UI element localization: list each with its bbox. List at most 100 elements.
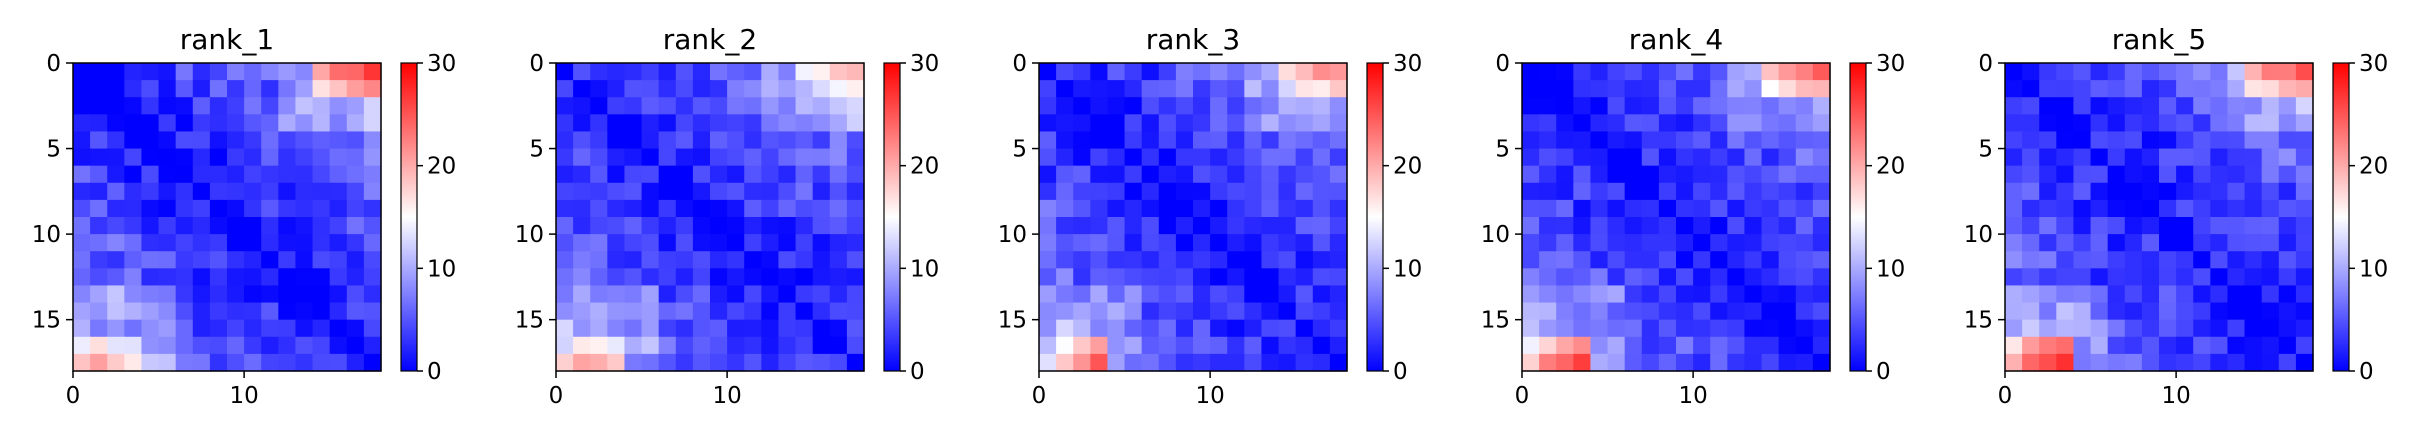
heatmap-cell [2210, 97, 2229, 115]
heatmap-cell [829, 97, 848, 115]
heatmap-cell [641, 131, 660, 150]
heatmap-cell [1175, 80, 1194, 98]
heatmap-cell [312, 234, 331, 252]
heatmap-cell [73, 302, 91, 321]
heatmap-cell [261, 165, 279, 184]
heatmap-cell [1175, 131, 1194, 150]
heatmap-cell [556, 165, 574, 184]
heatmap-cell [675, 353, 694, 372]
heatmap-cell [556, 199, 574, 218]
heatmap-cell [1522, 199, 1540, 218]
heatmap-cell [2176, 285, 2194, 304]
heatmap-cell [778, 302, 797, 321]
heatmap-cell [1278, 97, 1297, 115]
heatmap-cell [2022, 268, 2040, 287]
heatmap-cell [175, 199, 194, 218]
heatmap-cell [1710, 217, 1728, 235]
heatmap-cell [1056, 182, 1074, 201]
heatmap-cell [2295, 148, 2314, 167]
heatmap-cell [744, 336, 762, 355]
heatmap-cell [2159, 80, 2177, 98]
heatmap-cell [1624, 251, 1643, 269]
heatmap-cell [2124, 80, 2143, 98]
heatmap-cell [1210, 302, 1228, 321]
heatmap-cell [1573, 131, 1592, 150]
heatmap-cell [1607, 63, 1626, 81]
y-tick-label: 5 [529, 137, 544, 163]
heatmap-cell [2073, 148, 2092, 167]
heatmap-cell [141, 217, 160, 235]
heatmap-cell [295, 217, 314, 235]
heatmap-cell [2193, 268, 2211, 287]
heatmap-cell [556, 251, 574, 269]
heatmap-cell [363, 80, 382, 98]
heatmap-cell [829, 182, 848, 201]
heatmap-cell [2005, 251, 2023, 269]
heatmap-cell [1039, 251, 1057, 269]
heatmap-cell [2124, 217, 2143, 235]
x-tick-label: 0 [1032, 383, 1047, 409]
heatmap-cell [1329, 165, 1348, 184]
heatmap-cell [2039, 114, 2057, 133]
heatmap-cell [624, 148, 643, 167]
heatmap-cell [1158, 114, 1177, 133]
heatmap-cell [158, 199, 177, 218]
heatmap-cell [1175, 63, 1194, 81]
heatmap-cell [2039, 63, 2057, 81]
heatmap-cell [1778, 336, 1797, 355]
heatmap-cell [1107, 165, 1126, 184]
heatmap-cell [1295, 165, 1314, 184]
heatmap-cell [1727, 302, 1746, 321]
heatmap-cell [1278, 114, 1297, 133]
heatmap-cell [2107, 97, 2126, 115]
heatmap-cell [573, 302, 591, 321]
heatmap-cell [710, 234, 728, 252]
colorbar [883, 62, 901, 372]
heatmap-cell [1329, 268, 1348, 287]
heatmap-cell [590, 251, 608, 269]
heatmap-cell [1193, 336, 1211, 355]
heatmap-cell [761, 97, 780, 115]
heatmap-cell [1590, 80, 1609, 98]
heatmap-cell [1693, 319, 1711, 338]
heatmap-cell [761, 114, 780, 133]
heatmap-cell [209, 234, 228, 252]
heatmap-cell [192, 80, 211, 98]
heatmap-cell [2124, 234, 2143, 252]
heatmap-cell [278, 319, 297, 338]
heatmap-cell [261, 268, 279, 287]
heatmap-cell [2210, 165, 2229, 184]
heatmap-cell [1710, 268, 1728, 287]
heatmap-cell [1107, 285, 1126, 304]
heatmap-cell [158, 63, 177, 81]
heatmap-cell [2278, 63, 2297, 81]
heatmap-cell [812, 285, 831, 304]
heatmap-cell [1744, 251, 1763, 269]
heatmap-cell [1329, 319, 1348, 338]
heatmap-cell [2107, 63, 2126, 81]
heatmap-cell [261, 131, 279, 150]
heatmap-cell [624, 285, 643, 304]
heatmap-cell [158, 353, 177, 372]
heatmap-cell [192, 63, 211, 81]
heatmap-cell [1073, 319, 1091, 338]
heatmap-cell [90, 251, 108, 269]
heatmap-cell [1141, 97, 1160, 115]
heatmap-cell [1539, 97, 1557, 115]
heatmap-cell [2039, 182, 2057, 201]
heatmap-cell [1158, 148, 1177, 167]
heatmap-cell [192, 302, 211, 321]
heatmap-cell [2107, 336, 2126, 355]
heatmap-cell [590, 63, 608, 81]
heatmap-cell [1090, 217, 1109, 235]
heatmap-cell [2295, 80, 2314, 98]
heatmap-cell [829, 285, 848, 304]
heatmap-cell [2107, 251, 2126, 269]
heatmap-cell [1124, 182, 1143, 201]
heatmap-cell [846, 217, 865, 235]
heatmap-cell [727, 285, 745, 304]
heatmap-cell [1539, 285, 1557, 304]
heatmap-cell [2090, 234, 2109, 252]
heatmap-cell [1295, 148, 1314, 167]
